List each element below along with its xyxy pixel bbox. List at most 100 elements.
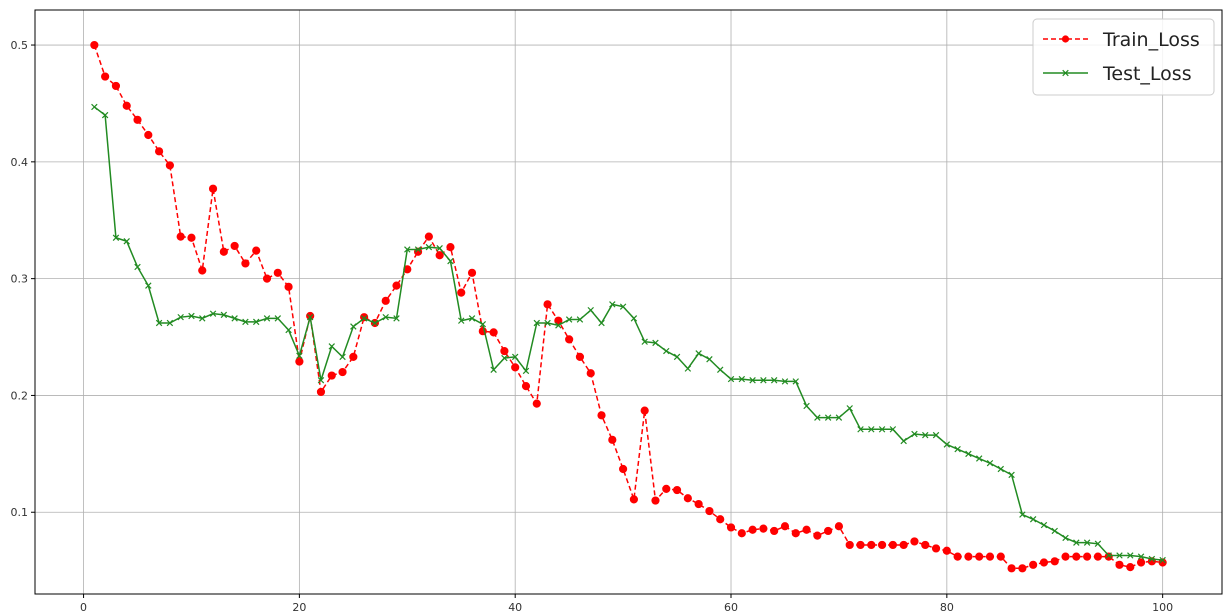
data-point	[209, 310, 217, 317]
data-point	[1159, 556, 1166, 564]
data-point	[706, 356, 713, 363]
data-point	[446, 243, 455, 252]
data-point	[867, 540, 876, 550]
data-point	[306, 313, 314, 321]
data-point	[90, 40, 99, 50]
data-point	[931, 544, 941, 553]
data-point	[1083, 539, 1091, 546]
data-point	[1104, 552, 1113, 561]
data-point	[91, 103, 98, 111]
grid-lines	[35, 10, 1222, 594]
data-point	[176, 232, 185, 241]
data-point	[350, 323, 357, 330]
data-point	[285, 326, 292, 334]
data-point	[953, 552, 962, 561]
data-point	[1008, 471, 1015, 479]
tick-layer: 0 20 40 60 80 100 0.1 0.2 0.3 0.4 0.5	[11, 39, 1174, 611]
data-point	[640, 406, 649, 415]
legend-label: Test_Loss	[1102, 63, 1192, 85]
plot-frame	[34, 9, 1223, 595]
data-point	[1062, 534, 1069, 542]
data-point	[479, 320, 487, 328]
data-point	[834, 522, 844, 531]
data-point	[954, 445, 961, 453]
data-point	[393, 315, 400, 322]
data-point	[1039, 558, 1049, 567]
data-point	[273, 268, 282, 277]
data-point	[986, 459, 994, 467]
data-point	[922, 431, 929, 439]
data-point	[371, 319, 379, 327]
data-point	[1148, 555, 1156, 563]
data-point	[738, 375, 746, 383]
data-point	[1126, 563, 1135, 572]
data-point	[134, 263, 141, 271]
data-point	[1029, 516, 1037, 523]
data-point	[619, 464, 628, 474]
data-point	[1018, 564, 1027, 573]
data-point	[1019, 511, 1026, 518]
data-point	[997, 465, 1005, 473]
data-point	[857, 426, 864, 433]
data-point	[684, 365, 692, 372]
data-point	[414, 246, 422, 253]
x-tick-label: 40	[508, 601, 522, 611]
data-point	[597, 411, 606, 420]
data-point	[565, 316, 573, 323]
data-point	[770, 377, 778, 384]
x-tick-label: 100	[1152, 601, 1173, 611]
data-point	[458, 317, 465, 324]
legend-marker	[1061, 35, 1070, 43]
data-point	[575, 352, 585, 361]
data-point	[544, 319, 551, 327]
data-point	[220, 311, 228, 319]
data-point	[339, 353, 346, 361]
data-point	[317, 377, 325, 384]
data-point	[824, 414, 832, 421]
data-point	[814, 414, 821, 421]
data-point	[263, 315, 271, 322]
series-line	[93, 106, 1163, 561]
data-point	[501, 354, 508, 362]
data-point	[230, 241, 239, 251]
x-tick-label: 20	[292, 601, 306, 611]
data-point	[662, 484, 671, 493]
data-point	[177, 313, 184, 321]
data-point	[609, 301, 616, 308]
data-point	[695, 350, 702, 357]
data-point	[996, 552, 1005, 561]
data-point	[630, 315, 638, 322]
data-point	[435, 251, 444, 260]
data-point	[327, 371, 336, 380]
data-point	[554, 316, 563, 325]
data-point	[824, 526, 833, 536]
data-point	[1040, 521, 1048, 529]
data-point	[360, 315, 368, 322]
data-point	[1116, 552, 1123, 559]
data-point	[166, 319, 174, 327]
legend-item: Test_Loss	[1043, 63, 1192, 85]
data-point	[985, 552, 995, 561]
data-point	[716, 366, 724, 373]
data-point	[457, 288, 466, 297]
data-point	[737, 529, 746, 538]
legend-box	[1032, 18, 1215, 96]
data-point	[144, 130, 153, 140]
series-train-loss	[90, 40, 1167, 573]
series-layer	[90, 40, 1167, 573]
data-point	[911, 430, 918, 438]
data-point	[543, 300, 552, 309]
data-point	[404, 246, 411, 253]
data-point	[598, 319, 605, 327]
data-point	[835, 414, 843, 421]
data-point	[112, 234, 120, 241]
data-point	[1137, 553, 1145, 560]
data-point	[490, 366, 497, 373]
data-point	[651, 496, 660, 505]
data-point	[942, 546, 951, 555]
data-point	[1094, 540, 1102, 548]
data-point	[208, 184, 218, 193]
legend-marker	[1062, 69, 1069, 77]
data-point	[500, 346, 509, 356]
